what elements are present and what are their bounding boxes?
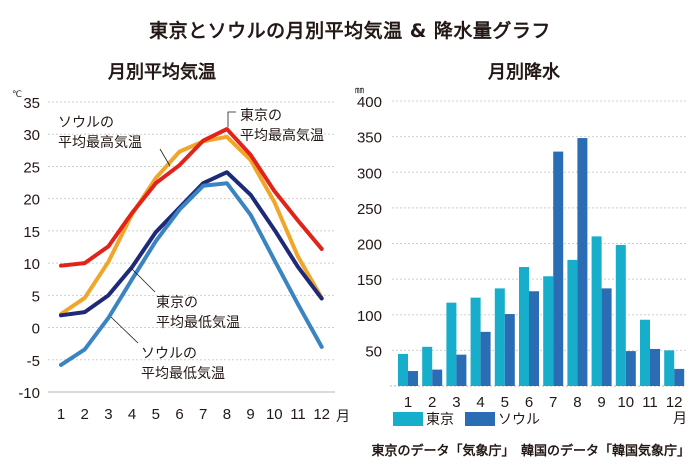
series-line-2 xyxy=(59,127,324,268)
x-tick-label: 1 xyxy=(404,394,412,411)
legend-label: 東京 xyxy=(426,412,454,428)
bar-tokyo xyxy=(446,302,457,386)
legend-swatch xyxy=(393,412,423,426)
x-tick-label: 6 xyxy=(525,394,533,411)
series-label-3: 東京の xyxy=(156,295,198,311)
x-tick-label: 7 xyxy=(199,406,207,423)
main-title: 東京とソウルの月別平均気温 & 降水量グラフ xyxy=(149,20,551,42)
bar-seoul xyxy=(650,348,660,386)
y-tick-label: 250 xyxy=(357,201,382,218)
y-tick-label: 200 xyxy=(357,237,382,254)
series-line-4 xyxy=(59,181,324,367)
x-tick-label: 2 xyxy=(428,394,436,411)
bar-tokyo xyxy=(519,267,529,386)
y-tick-label: 50 xyxy=(365,343,382,360)
y-tick-label: 35 xyxy=(23,95,40,112)
leader-line xyxy=(130,267,156,293)
bar-seoul xyxy=(553,151,564,386)
bar-tokyo xyxy=(591,236,602,386)
bar-seoul xyxy=(456,354,467,386)
data-source-note: 東京のデータ「気象庁」 韓国のデータ「韓国気象庁」 xyxy=(371,444,690,459)
y-tick-label: 10 xyxy=(23,256,40,273)
x-tick-label: 12 xyxy=(313,406,330,423)
series-label-1: 平均最高気温 xyxy=(58,134,142,151)
x-tick-label: 9 xyxy=(246,406,254,423)
x-tick-label: 4 xyxy=(128,406,136,423)
series-label-4: ソウルの xyxy=(141,346,197,362)
x-tick-label: 6 xyxy=(175,406,183,423)
x-tick-label: 1 xyxy=(57,406,65,423)
series-label-3: 平均最低気温 xyxy=(156,315,240,331)
y-axis-unit: ℃ xyxy=(12,90,22,100)
x-axis-unit: 月 xyxy=(336,409,350,425)
y-tick-label: 25 xyxy=(23,159,40,176)
x-tick-label: 7 xyxy=(549,394,557,411)
bar-tokyo xyxy=(615,244,626,386)
x-tick-label: 8 xyxy=(223,406,231,423)
y-tick-label: 0 xyxy=(32,321,40,338)
bar-seoul xyxy=(480,331,491,386)
leader-line xyxy=(159,148,171,167)
y-tick-label: 30 xyxy=(23,127,40,144)
legend-swatch xyxy=(465,412,495,426)
bar-seoul xyxy=(674,368,685,386)
legend-label: ソウル xyxy=(498,412,540,428)
y-tick-label: -10 xyxy=(18,385,40,402)
precipitation-chart-title: 月別降水 xyxy=(488,62,560,83)
y-tick-label: 350 xyxy=(357,130,382,147)
bar-seoul xyxy=(577,138,588,386)
bar-seoul xyxy=(408,371,418,386)
series-label-4: 平均最低気温 xyxy=(141,366,225,382)
x-tick-label: 11 xyxy=(290,406,306,423)
leader-line xyxy=(227,111,236,127)
x-tick-label: 4 xyxy=(476,394,484,411)
bar-tokyo xyxy=(567,259,578,386)
bar-seoul xyxy=(504,314,515,386)
y-tick-label: 5 xyxy=(32,288,40,305)
bar-tokyo xyxy=(470,297,481,386)
y-tick-label: 15 xyxy=(23,224,40,241)
x-tick-label: 11 xyxy=(642,394,658,411)
bar-tokyo xyxy=(543,276,554,386)
bar-tokyo xyxy=(422,346,433,386)
x-tick-label: 5 xyxy=(501,394,509,411)
x-axis-unit: 月 xyxy=(673,411,687,427)
x-tick-label: 12 xyxy=(666,394,683,411)
x-tick-label: 9 xyxy=(597,394,605,411)
y-tick-label: -5 xyxy=(27,353,40,370)
x-tick-label: 8 xyxy=(573,394,581,411)
y-tick-label: 100 xyxy=(357,308,382,325)
bar-seoul xyxy=(529,291,539,386)
series-label-2: 平均最高気温 xyxy=(240,127,324,144)
bar-tokyo xyxy=(664,350,675,386)
bar-seoul xyxy=(601,288,612,386)
y-tick-label: 300 xyxy=(357,165,382,182)
y-tick-label: 150 xyxy=(357,272,382,289)
bar-seoul xyxy=(625,351,636,386)
y-tick-label: 20 xyxy=(23,192,40,209)
series-label-1: ソウルの xyxy=(58,115,114,131)
x-tick-label: 3 xyxy=(104,406,112,423)
series-label-2: 東京の xyxy=(240,108,282,124)
y-axis-unit: ㎜ xyxy=(355,86,364,96)
bar-tokyo xyxy=(640,319,650,386)
bar-tokyo xyxy=(398,353,408,386)
bar-tokyo xyxy=(494,288,505,386)
series-line-1 xyxy=(59,134,324,317)
y-tick-label: 400 xyxy=(357,94,382,111)
temperature-chart-title: 月別平均気温 xyxy=(108,62,216,83)
x-tick-label: 2 xyxy=(81,406,89,423)
x-tick-label: 5 xyxy=(152,406,160,423)
x-tick-label: 10 xyxy=(266,406,283,423)
bar-seoul xyxy=(432,369,443,386)
x-tick-label: 10 xyxy=(617,394,634,411)
leader-line xyxy=(110,316,139,344)
x-tick-label: 3 xyxy=(452,394,460,411)
